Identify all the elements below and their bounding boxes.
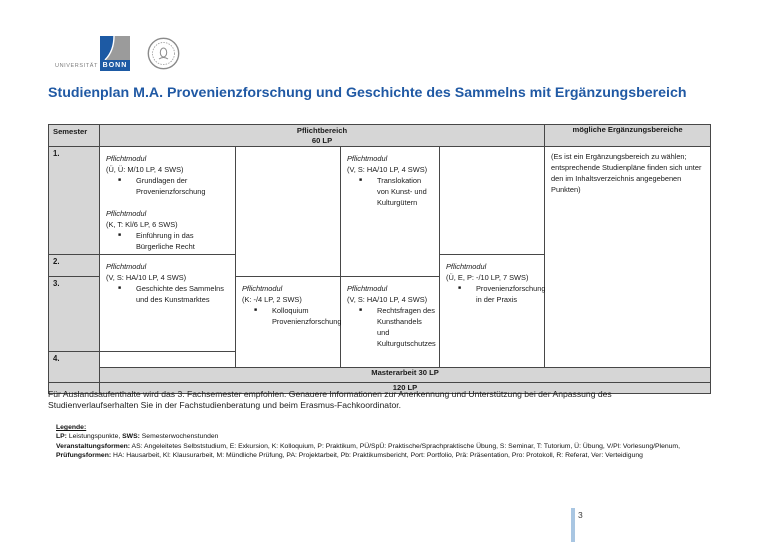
bullet-icon: ■ — [359, 177, 363, 183]
auslandsaufenthalt-footnote: Für Auslandsaufenthalte wird das 3. Fach… — [48, 389, 612, 410]
legend-line-veranstaltungsformen: Veranstaltungsformen: AS: Angeleitetes S… — [56, 442, 761, 451]
semester-4-cell: 4. — [48, 351, 100, 383]
total-lp-row: 120 LP — [48, 382, 712, 394]
legend: Legende: LP: Leistungspunkte, SWS: Semes… — [56, 423, 761, 460]
pflichtbereich-lp-label: 60 LP — [311, 136, 333, 145]
studienplan-table: Semester Pflichtbereich 60 LP mögliche E… — [48, 124, 712, 394]
module-cell-geschichte: Pflichtmodul (V, S: HA/10 LP, 4 SWS) ■ Ge… — [99, 254, 236, 352]
legend-lp-value: Leistungspunkte, — [66, 433, 123, 441]
legend-pruefung-value: HA: Hausarbeit, Kl: Klausurarbeit, M: Mü… — [111, 451, 643, 459]
bonn-logo-emblem-icon — [99, 36, 130, 60]
empty-cell — [99, 351, 236, 368]
semester-2-cell: 2. — [48, 254, 100, 277]
legend-line-lp-sws: LP: Leistungspunkte, SWS: Semesterwochen… — [56, 432, 761, 441]
module-translokation: Pflichtmodul (V, S: HA/10 LP, 4 SWS) ■ Tr… — [347, 154, 428, 207]
semester-3-cell: 3. — [48, 276, 100, 352]
module-grundlagen: Pflichtmodul (Ü, Ü: M/10 LP, 4 SWS) ■ Gru… — [106, 154, 206, 196]
bullet-icon: ■ — [118, 232, 122, 238]
bullet-icon: ■ — [118, 177, 122, 183]
module-cell-kolloquium: Pflichtmodul (K: -/4 LP, 2 SWS) ■ Kolloqu… — [235, 276, 342, 368]
bonn-label: BONN — [99, 60, 130, 71]
col-header-ergaenzungsbereiche: mögliche Ergänzungsbereiche — [544, 124, 712, 147]
module-geschichte-sammelns: Pflichtmodul (V, S: HA/10 LP, 4 SWS) ■ Ge… — [106, 262, 224, 304]
module-cell-grundlagen-recht: Pflichtmodul (Ü, Ü: M/10 LP, 4 SWS) ■ Gru… — [99, 146, 236, 255]
university-bonn-logo: UNIVERSITÄT BONN — [55, 36, 130, 71]
module-cell-praxis: Pflichtmodul (Ü, E, P: -/10 LP, 7 SWS) ■… — [438, 254, 546, 368]
masterarbeit-cell: Masterarbeit 30 LP — [98, 367, 712, 383]
col-header-pflichtbereich: Pflichtbereich 60 LP — [98, 124, 546, 147]
legend-veranstaltung-value: AS: Angeleitetes Selbststudium, E: Exkur… — [130, 442, 680, 450]
legend-heading: Legende: — [56, 424, 87, 431]
module-cell-translokation: Pflichtmodul (V, S: HA/10 LP, 4 SWS) ■ Tr… — [340, 146, 440, 277]
university-seal-icon — [147, 37, 180, 70]
module-kolloquium: Pflichtmodul (K: -/4 LP, 2 SWS) ■ Kolloqu… — [242, 284, 342, 326]
table-row-semester-4: 4. — [48, 351, 711, 383]
bullet-icon: ■ — [118, 285, 122, 291]
legend-sws-key: SWS: — [122, 433, 140, 441]
ergaenzungsbereich-note: (Es ist ein Ergänzungsbereich zu wählen;… — [544, 146, 712, 368]
bullet-icon: ■ — [359, 307, 363, 313]
bullet-icon: ■ — [254, 307, 258, 313]
legend-line-pruefungsformen: Prüfungsformen: HA: Hausarbeit, Kl: Klau… — [56, 451, 761, 460]
legend-pruefung-key: Prüfungsformen: — [56, 451, 112, 459]
legend-lp-key: LP: — [56, 433, 67, 441]
university-word-label: UNIVERSITÄT — [55, 63, 98, 69]
page-number: 3 — [578, 510, 583, 520]
legend-sws-value: Semesterwochenstunden — [139, 433, 219, 441]
col-header-semester: Semester — [48, 124, 100, 147]
table-header-row: Semester Pflichtbereich 60 LP mögliche E… — [48, 124, 712, 147]
semester-1-cell: 1. — [48, 146, 100, 255]
legend-veranstaltung-key: Veranstaltungsformen: — [56, 442, 131, 450]
total-lp-cell: 120 LP — [98, 382, 712, 394]
module-cell-rechtsfragen: Pflichtmodul (V, S: HA/10 LP, 4 SWS) ■ Re… — [340, 276, 440, 368]
module-praxis: Pflichtmodul (Ü, E, P: -/10 LP, 7 SWS) ■… — [446, 262, 546, 304]
empty-cell — [438, 146, 546, 255]
table-row-semester-2: 2. Pflichtmodul (V, S: HA/10 LP, 4 SWS) … — [48, 254, 711, 368]
masterarbeit-row: Masterarbeit 30 LP — [49, 367, 712, 383]
bullet-icon: ■ — [458, 285, 462, 291]
page-title: Studienplan M.A. Provenienzforschung und… — [48, 85, 687, 101]
pflichtbereich-label: Pflichtbereich — [296, 126, 348, 135]
module-buergerliches-recht: Pflichtmodul (K, T: Kl/6 LP, 6 SWS) ■ Ein… — [106, 209, 195, 251]
footer-accent-bar — [571, 508, 575, 542]
empty-cell — [235, 146, 341, 277]
module-rechtsfragen: Pflichtmodul (V, S: HA/10 LP, 4 SWS) ■ Re… — [347, 284, 436, 348]
table-row-semester-1: 1. Pflichtmodul (Ü, Ü: M/10 LP, 4 SWS) ■… — [48, 146, 712, 368]
